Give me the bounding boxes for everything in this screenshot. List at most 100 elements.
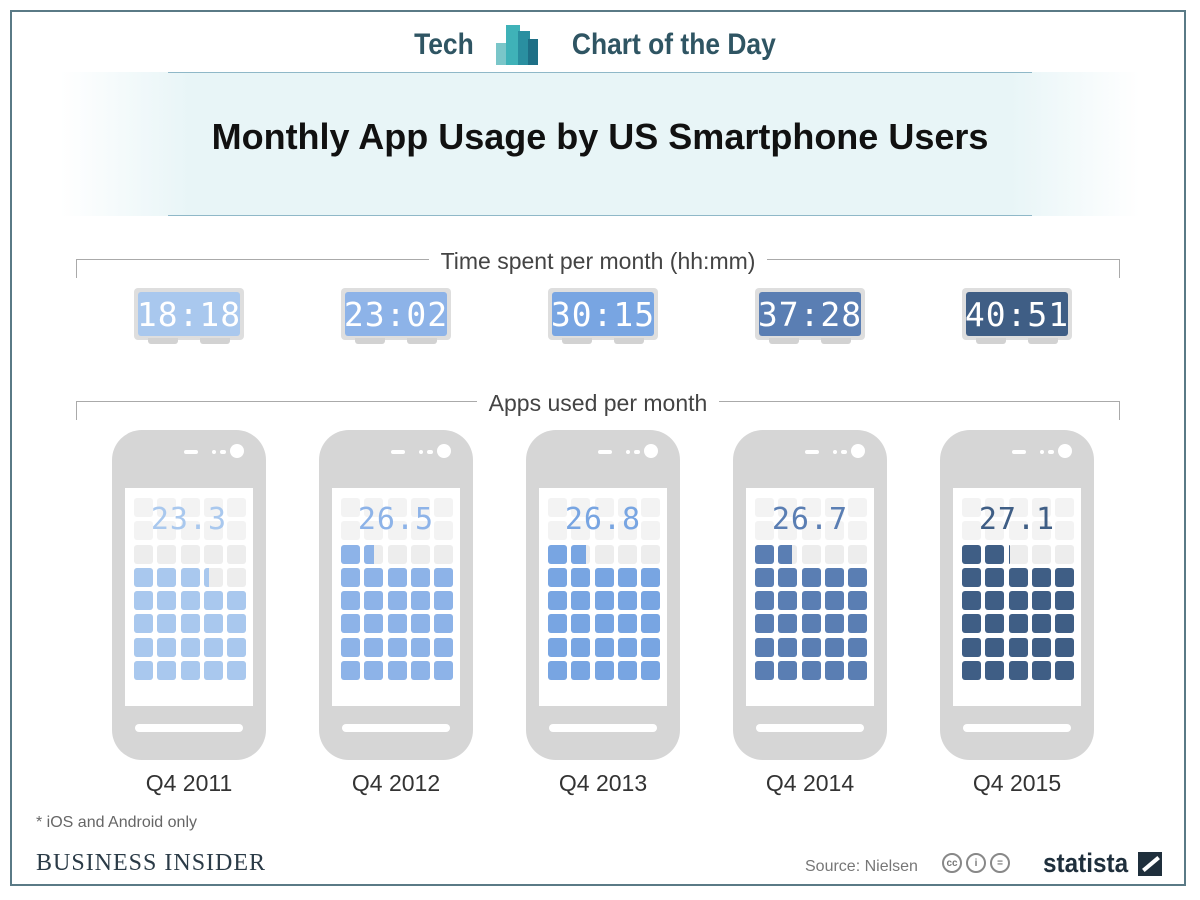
brand-right-word: Chart of the Day <box>571 28 776 61</box>
app-cell <box>203 614 223 634</box>
app-grid <box>341 498 453 692</box>
time-value: 37:28 <box>758 292 861 336</box>
app-cell <box>203 498 223 517</box>
app-cell <box>801 498 821 517</box>
app-cell <box>1031 498 1051 517</box>
brand-header: Tech Chart of the Day <box>0 22 1200 68</box>
app-cell <box>134 521 153 541</box>
app-cell <box>778 521 798 541</box>
app-cell <box>801 521 821 541</box>
app-cell <box>387 591 407 610</box>
app-cell <box>548 498 567 517</box>
app-cell <box>571 521 591 541</box>
phone-sensor <box>220 450 226 454</box>
app-cell <box>134 614 153 634</box>
app-cell <box>1031 591 1051 610</box>
app-cell <box>364 660 384 680</box>
title-rule-top <box>168 72 1032 73</box>
app-cell <box>227 637 246 657</box>
app-cell <box>134 637 153 657</box>
app-cell <box>203 660 223 680</box>
clock-row: 18:18 23:02 30:15 37:28 40:51 <box>0 288 1200 348</box>
app-cell <box>548 637 567 657</box>
clock-foot <box>1028 338 1058 344</box>
app-cell <box>548 614 567 634</box>
app-cell <box>180 521 200 541</box>
phone-sensor <box>427 450 433 454</box>
app-cell <box>801 660 821 680</box>
app-cell <box>364 567 384 587</box>
app-cell <box>341 498 360 517</box>
phone-camera-icon <box>644 444 658 458</box>
app-cell <box>778 637 798 657</box>
phone-sensor <box>833 450 837 454</box>
app-cell <box>134 660 153 680</box>
title-band <box>60 72 1140 216</box>
phone-bar: 26.8 <box>526 430 680 760</box>
app-cell <box>985 614 1005 634</box>
app-cell <box>548 521 567 541</box>
app-cell <box>410 614 430 634</box>
app-cell <box>434 567 453 587</box>
phone-sensor <box>419 450 423 454</box>
app-cell <box>341 591 360 610</box>
app-cell <box>962 614 981 634</box>
app-cell <box>985 637 1005 657</box>
app-cell <box>410 637 430 657</box>
app-cell <box>594 591 614 610</box>
app-cell <box>594 660 614 680</box>
app-cell <box>134 567 153 587</box>
app-cell <box>824 660 844 680</box>
time-clock: 40:51 <box>962 288 1072 344</box>
app-cell <box>617 660 637 680</box>
app-cell <box>778 614 798 634</box>
app-cell <box>617 591 637 610</box>
category-label: Q4 2013 <box>558 770 648 796</box>
app-cell <box>824 544 844 564</box>
source-note: Source: Nielsen <box>805 858 918 875</box>
time-clock: 37:28 <box>755 288 865 344</box>
app-cell <box>755 567 774 587</box>
app-cell <box>617 498 637 517</box>
app-cell <box>755 591 774 610</box>
phone-bar: 23.3 <box>112 430 266 760</box>
app-cell <box>962 637 981 657</box>
app-cell <box>641 614 660 634</box>
phone-bar: 27.1 <box>940 430 1094 760</box>
app-cell <box>364 637 384 657</box>
app-cell <box>410 591 430 610</box>
app-cell <box>180 498 200 517</box>
publisher-logo: BUSINESS INSIDER <box>36 850 267 876</box>
app-cell <box>962 591 981 610</box>
app-cell <box>985 567 1005 587</box>
phone-screen: 27.1 <box>953 488 1081 706</box>
app-cell <box>848 567 867 587</box>
app-cell <box>985 591 1005 610</box>
app-cell <box>157 591 177 610</box>
license-icons: cc i = <box>942 853 1010 873</box>
app-cell <box>848 521 867 541</box>
app-cell <box>801 567 821 587</box>
app-cell <box>387 637 407 657</box>
app-cell <box>410 498 430 517</box>
app-cell <box>203 637 223 657</box>
app-cell <box>134 591 153 610</box>
app-cell <box>594 498 614 517</box>
app-grid <box>548 498 660 692</box>
app-cell <box>434 660 453 680</box>
app-cell <box>1008 637 1028 657</box>
app-cell <box>410 544 430 564</box>
app-cell <box>571 567 591 587</box>
app-cell <box>434 498 453 517</box>
app-cell <box>227 521 246 541</box>
app-cell <box>824 591 844 610</box>
app-cell <box>571 637 591 657</box>
phone-speaker <box>805 450 819 454</box>
category-label: Q4 2012 <box>351 770 441 796</box>
app-cell <box>1031 660 1051 680</box>
app-cell <box>641 521 660 541</box>
app-cell <box>1008 660 1028 680</box>
phone-sensor <box>626 450 630 454</box>
app-cell <box>778 591 798 610</box>
app-cell <box>434 544 453 564</box>
